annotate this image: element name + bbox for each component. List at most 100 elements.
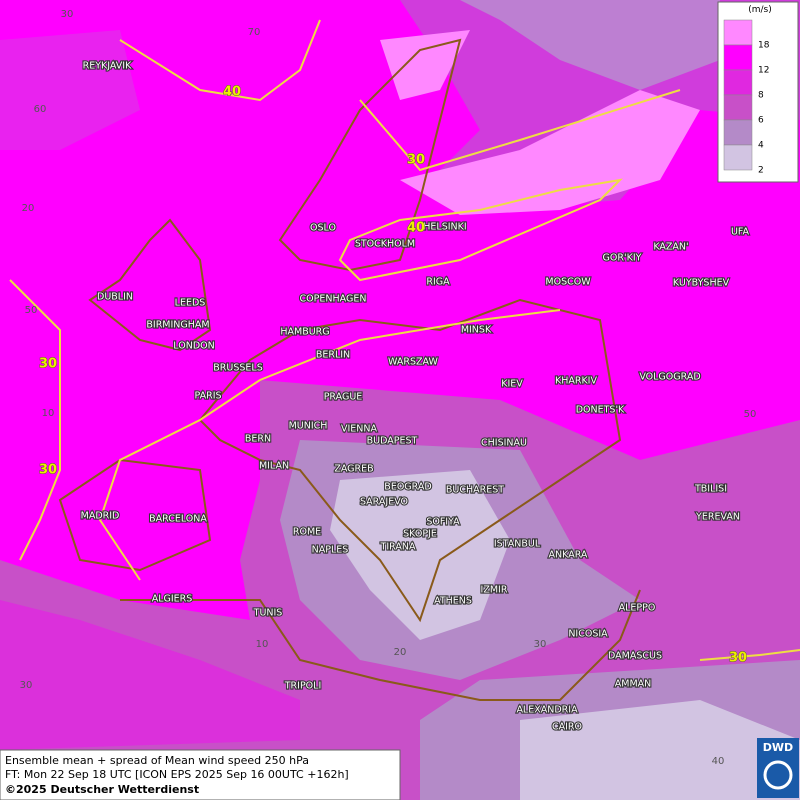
legend-bands: 18 12 8 6 4 2 [723, 19, 770, 176]
grid-label: 60 [34, 104, 47, 115]
footer-line: Ensemble mean + spread of Mean wind spee… [5, 754, 309, 767]
city-label: ALGIERS [152, 594, 193, 605]
city-label: KIEV [501, 379, 523, 390]
grid-label: 10 [42, 408, 55, 419]
city-label: SOFIYA [426, 517, 460, 528]
city-label: KAZAN' [653, 242, 688, 253]
grid-label: 10 [256, 639, 269, 650]
city-label: ANKARA [549, 550, 588, 561]
city-label: AMMAN [615, 679, 652, 690]
city-label: MUNICH [289, 421, 328, 432]
contour-label: 30 [729, 651, 747, 666]
city-label: KHARKIV [555, 376, 598, 387]
city-label: TUNIS [253, 608, 283, 619]
legend-band [723, 69, 753, 96]
legend-level: 4 [758, 141, 764, 151]
legend-band [723, 144, 753, 171]
city-label: ISTANBUL [494, 539, 541, 550]
city-label: BERN [245, 434, 271, 445]
city-label: SARAJEVO [360, 497, 408, 508]
city-label: BIRMINGHAM [146, 320, 209, 331]
grid-label: 50 [744, 409, 757, 420]
legend-level: 18 [758, 41, 770, 51]
labels: REYKJAVIK OSLO HELSINKI STOCKHOLM RIGA GOR'KI… [20, 9, 757, 767]
city-label: TBILISI [694, 484, 727, 495]
grid-label: 70 [248, 27, 261, 38]
city-label: REYKJAVIK [83, 61, 132, 72]
city-label: ROME [293, 527, 321, 538]
grid-label: 20 [22, 203, 35, 214]
city-label: STOCKHOLM [355, 239, 415, 250]
city-label: MINSK [461, 325, 492, 336]
footer-line: FT: Mon 22 Sep 18 UTC [ICON EPS 2025 Sep… [5, 768, 349, 781]
legend-band [723, 19, 753, 46]
legend-band [723, 44, 753, 71]
contours [9, 19, 800, 661]
legend-level: 12 [758, 66, 769, 76]
grid-label: 40 [712, 756, 725, 767]
footer: Ensemble mean + spread of Mean wind spee… [0, 749, 401, 800]
city-label: MADRID [81, 511, 120, 522]
city-label: YEREVAN [695, 512, 740, 523]
city-label: RIGA [426, 277, 450, 288]
grid-label: 30 [20, 680, 33, 691]
city-label: ALEXANDRIA [516, 705, 578, 716]
contour-label: 30 [407, 153, 425, 168]
logo-icon [763, 760, 793, 790]
logo-text: DWD [763, 741, 793, 754]
city-label: DUBLIN [97, 292, 133, 303]
city-label: NAPLES [312, 545, 349, 556]
grid-label: 30 [61, 9, 74, 20]
contour-label: 30 [39, 463, 57, 478]
contour-label: 40 [223, 85, 241, 100]
city-label: ALEPPO [619, 603, 656, 614]
city-label: KUYBYSHEV [673, 278, 730, 289]
city-label: BEOGRAD [384, 482, 431, 493]
city-label: BUDAPEST [367, 436, 418, 447]
city-label: CHISINAU [481, 438, 527, 449]
grid-label: 30 [534, 639, 547, 650]
city-label: BUCHAREST [446, 485, 504, 496]
city-label: LEEDS [175, 298, 206, 309]
city-label: PARIS [194, 391, 221, 402]
footer-line: ©2025 Deutscher Wetterdienst [5, 783, 199, 796]
city-label: MILAN [259, 461, 289, 472]
city-label: VOLGOGRAD [639, 372, 700, 383]
city-label: LONDON [173, 341, 214, 352]
contour-label: 40 [407, 221, 425, 236]
legend-level: 8 [758, 91, 764, 101]
city-label: MOSCOW [545, 277, 591, 288]
city-label: BARCELONA [149, 514, 207, 525]
contour-label: 30 [39, 357, 57, 372]
legend-level: 6 [758, 116, 764, 126]
grid-label: 50 [25, 305, 38, 316]
city-label: NICOSIA [568, 629, 608, 640]
city-label: HAMBURG [280, 327, 329, 338]
city-label: CAIRO [552, 722, 582, 733]
legend-band [723, 94, 753, 121]
city-label: OSLO [310, 223, 336, 234]
legend-band [723, 119, 753, 146]
logo: DWD [757, 738, 799, 798]
city-label: TIRANA [380, 542, 416, 553]
city-label: HELSINKI [423, 222, 466, 233]
city-label: VIENNA [341, 424, 378, 435]
city-label: DAMASCUS [608, 651, 662, 662]
city-label: COPENHAGEN [300, 294, 367, 305]
city-label: IZMIR [481, 585, 508, 596]
city-label: ZAGREB [334, 464, 373, 475]
city-label: DONETS'K [576, 405, 625, 416]
city-label: WARSZAW [388, 357, 438, 368]
legend-unit: (m/s) [748, 5, 772, 15]
city-label: SKOPJE [403, 529, 437, 540]
city-label: UFA [731, 227, 750, 238]
city-label: BRUSSELS [213, 363, 262, 374]
city-label: TRIPOLI [284, 681, 322, 692]
footer-box [0, 749, 401, 800]
city-label: PRAGUE [324, 392, 363, 403]
city-label: GOR'KIY [603, 253, 642, 264]
grid-label: 20 [394, 647, 407, 658]
city-label: BERLIN [316, 350, 350, 361]
legend: (m/s) 18 12 8 6 4 2 [717, 1, 799, 183]
